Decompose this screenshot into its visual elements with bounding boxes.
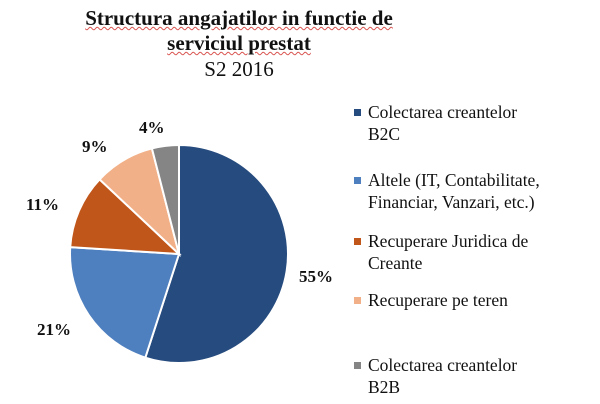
legend-text: B2C — [368, 124, 401, 144]
legend-swatch-4 — [354, 362, 361, 369]
legend-text: Creante — [368, 253, 423, 273]
pie-slice-2 — [69, 177, 182, 256]
data-label-0: 55% — [299, 267, 333, 286]
legend-text: Financiar, Vanzari, etc.) — [368, 192, 535, 212]
pie-slice-1 — [69, 246, 181, 359]
data-label-2: 11% — [26, 195, 60, 214]
legend-swatch-1 — [354, 177, 361, 184]
pie-slice-4 — [150, 143, 180, 255]
chart-title-line-1: Structura angajatilor in functie de — [85, 6, 393, 30]
legend-text: Recuperare pe teren — [368, 290, 508, 310]
legend-item-4: Colectarea creantelor B2B — [354, 354, 517, 398]
legend-item-3: Recuperare pe teren — [354, 289, 508, 311]
data-label-1: 21% — [37, 320, 71, 339]
legend-swatch-3 — [354, 297, 361, 304]
chart-title: Structura angajatilor in functie de serv… — [0, 6, 478, 56]
chart-title-line-2: serviciul prestat — [167, 31, 311, 55]
chart-subtitle: S2 2016 — [204, 57, 274, 81]
legend-item-2: Recuperare Juridica de Creante — [354, 230, 528, 274]
legend-swatch-0 — [354, 109, 361, 116]
legend-item-0: Colectarea creantelor B2C — [354, 101, 517, 145]
data-label-4: 4% — [139, 118, 165, 137]
legend-text: Altele (IT, Contabilitate, — [368, 170, 540, 190]
legend-item-1: Altele (IT, Contabilitate, Financiar, Va… — [354, 169, 540, 213]
legend-text: Colectarea creantelor — [368, 355, 518, 375]
pie-slice-0 — [144, 143, 289, 364]
legend-text: B2B — [368, 377, 401, 397]
legend-swatch-2 — [354, 238, 361, 245]
legend-text: Colectarea creantelor — [368, 102, 518, 122]
data-label-3: 9% — [82, 137, 108, 156]
legend-text: Recuperare Juridica de — [368, 231, 529, 251]
